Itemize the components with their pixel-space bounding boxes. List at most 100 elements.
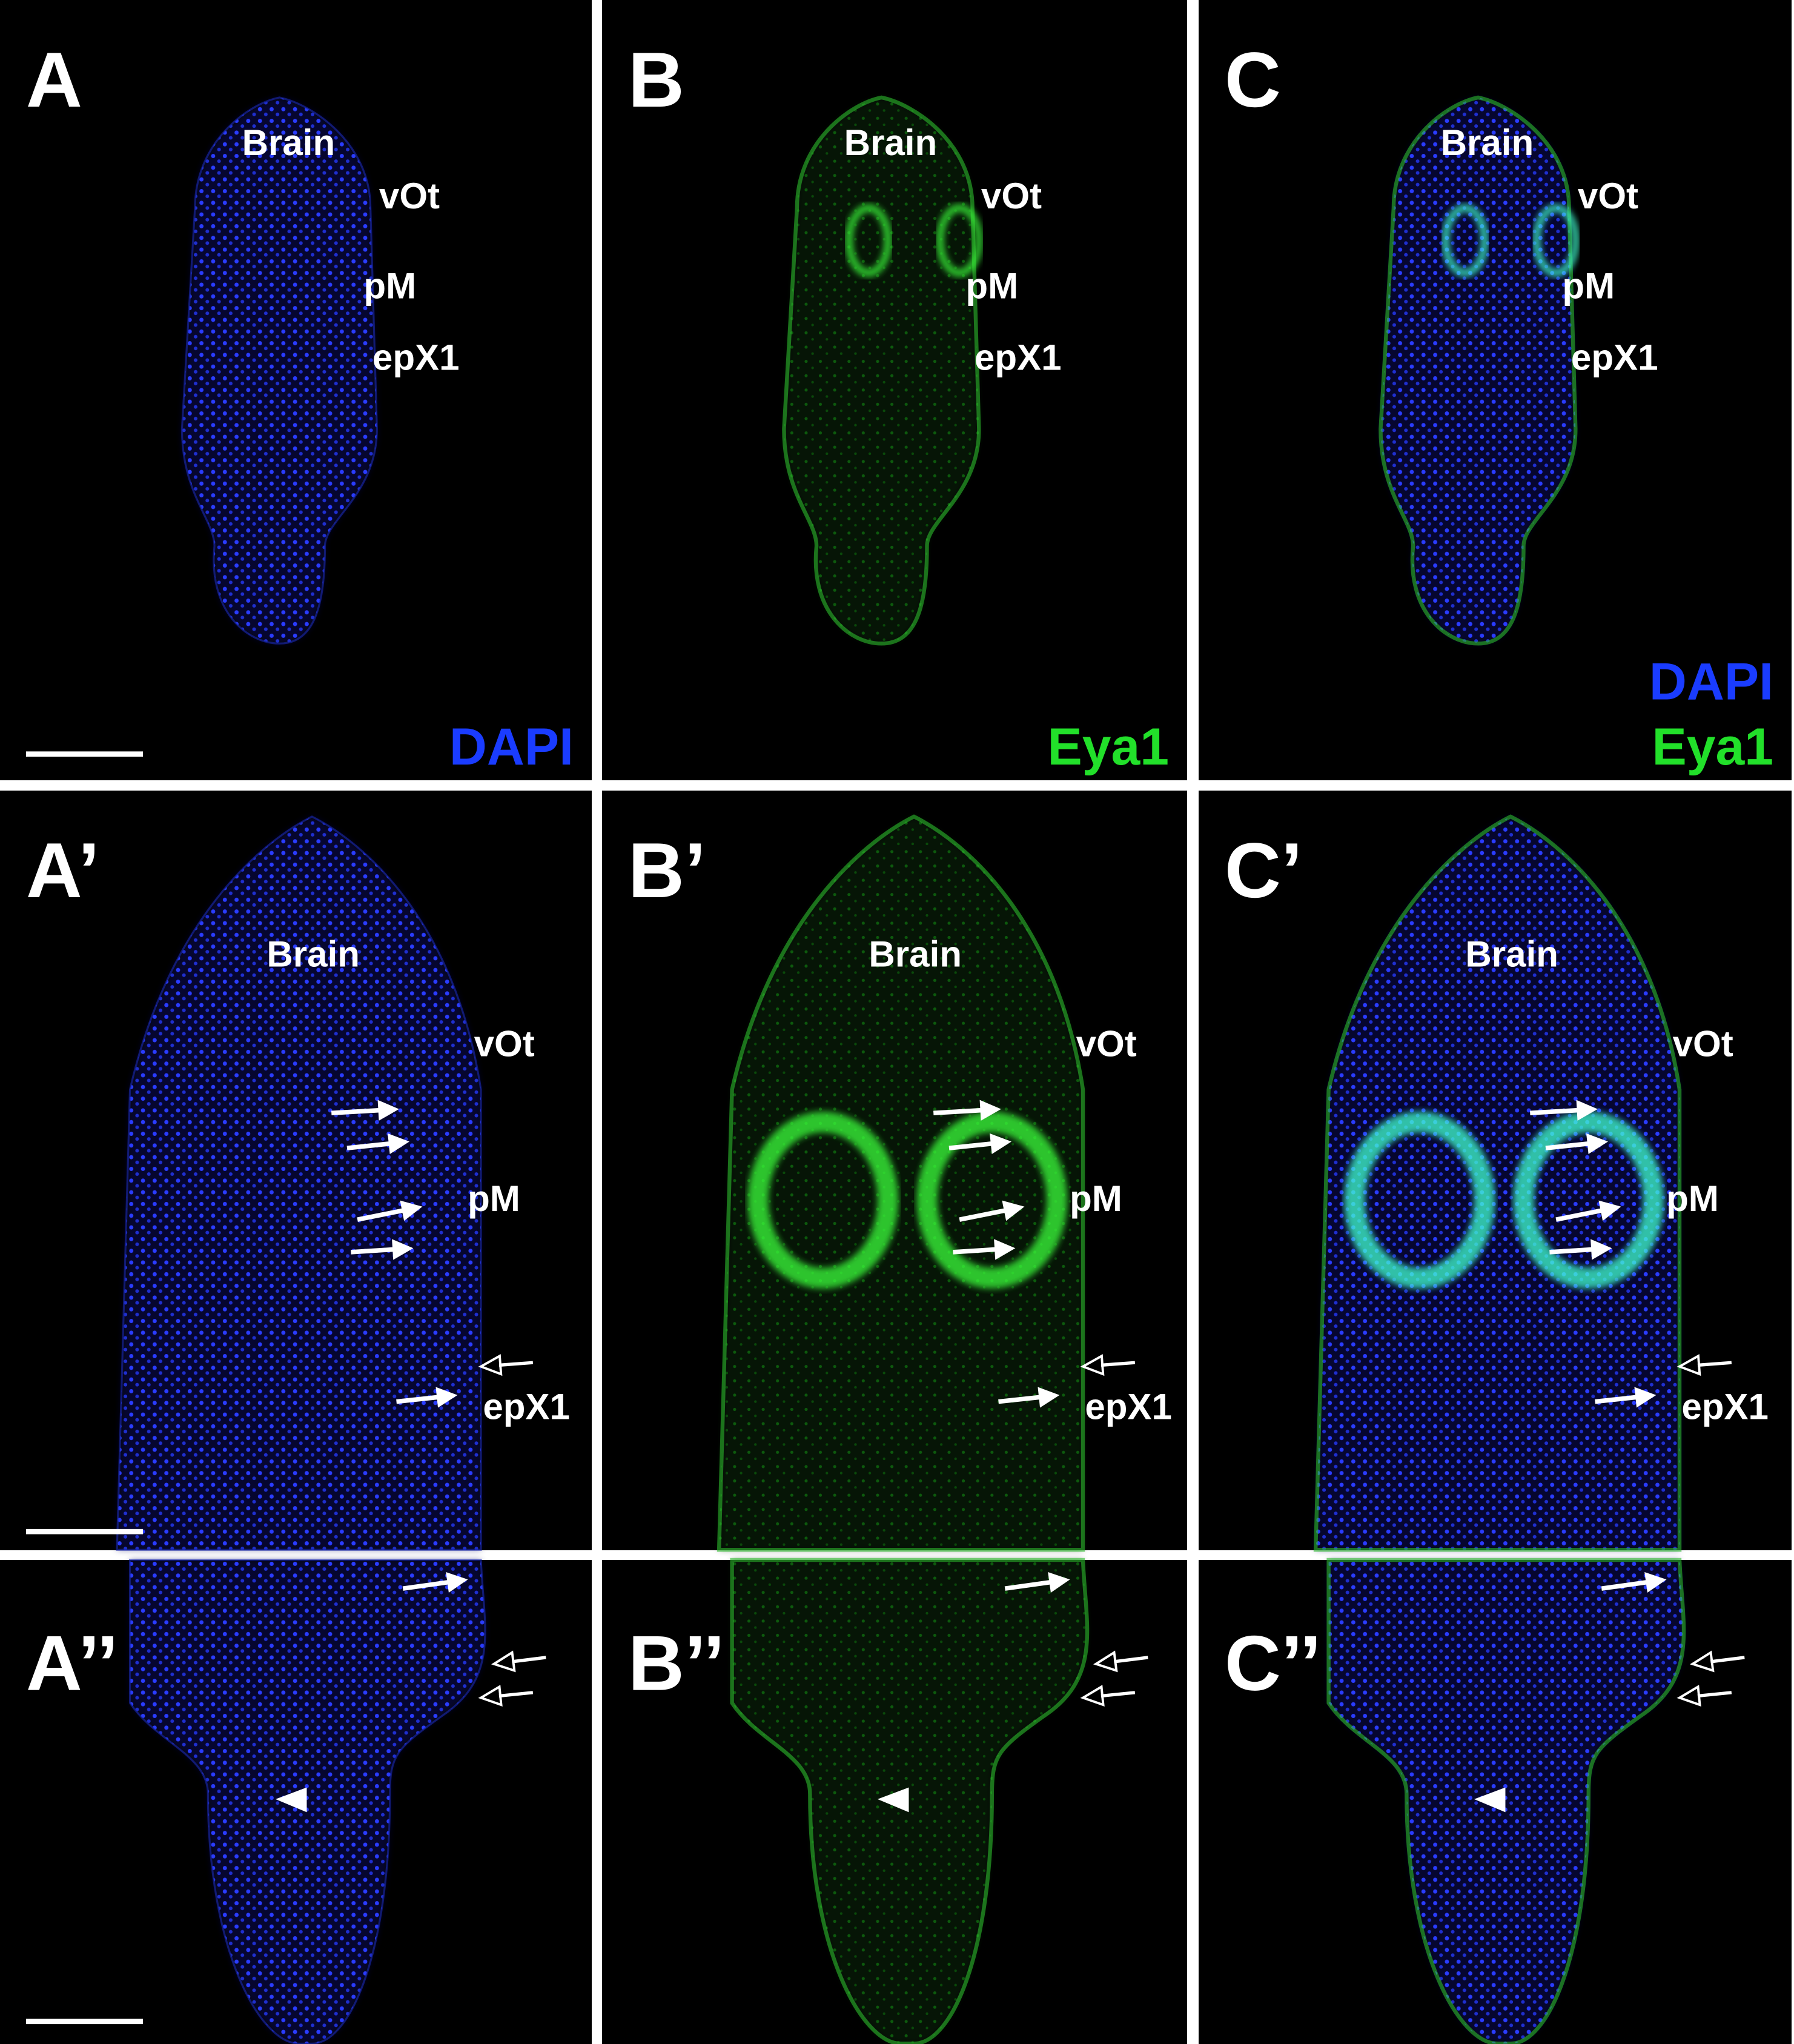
open-arrow (1101, 1691, 1136, 1698)
open-arrow-head (478, 1685, 503, 1707)
arrow-head (994, 1239, 1016, 1260)
arrow (998, 1394, 1047, 1404)
structure-label: Brain (242, 122, 336, 163)
tissue (717, 814, 1085, 1552)
otic-vesicle (1513, 1112, 1664, 1289)
panel-label: A’’ (26, 1620, 119, 1707)
arrow-head (1598, 1200, 1621, 1221)
open-arrow-head (478, 1354, 503, 1376)
panel-label: B’ (628, 827, 706, 914)
open-arrow-head (1080, 1685, 1105, 1707)
open-arrow (1710, 1656, 1745, 1664)
structure-label: vOt (1076, 1024, 1137, 1064)
panel: B Brain vOt pM epX1 Eya1 (628, 36, 1169, 776)
panel-label: B (628, 36, 684, 124)
panel-content (717, 814, 1085, 1552)
arrowhead-marker (1474, 1787, 1506, 1813)
structure-label: Brain (266, 934, 360, 975)
arrow-head (1590, 1239, 1612, 1260)
arrow (933, 1107, 988, 1115)
open-arrow (1697, 1691, 1732, 1698)
panel-content (180, 96, 378, 645)
otic-vesicle (1441, 204, 1489, 277)
panel-label: A’ (26, 827, 100, 914)
open-arrow-head (1676, 1685, 1701, 1707)
arrow (1555, 1207, 1609, 1222)
panel-label: C (1225, 36, 1281, 124)
structure-label: pM (1666, 1178, 1719, 1219)
open-arrow-head (491, 1650, 516, 1673)
arrow (1004, 1579, 1058, 1591)
structure-label: pM (1562, 265, 1615, 306)
structure-label: vOt (981, 176, 1042, 216)
panel-content (730, 1558, 1090, 2044)
panel-content (1379, 95, 1580, 646)
tissue (782, 95, 981, 646)
tissue (1379, 95, 1578, 646)
panel-content (1313, 814, 1682, 1552)
arrow-head (435, 1387, 458, 1408)
arrow-head (388, 1133, 409, 1155)
otic-vesicle (1344, 1112, 1495, 1289)
panel-content (782, 95, 983, 646)
panel-label: C’ (1225, 827, 1303, 914)
panel: B’ Brain vOt pM epX1 (628, 814, 1172, 1552)
arrow (357, 1207, 411, 1222)
structure-label: pM (965, 265, 1018, 306)
panel: A Brain vOt pM epX1 DAPI (25, 36, 574, 776)
panel-label: A (26, 36, 82, 124)
arrow (948, 1140, 999, 1150)
structure-label: epX1 (1681, 1386, 1769, 1427)
panel: B’’ (628, 1558, 1148, 2044)
arrow-head (400, 1200, 423, 1221)
arrow-head (1586, 1133, 1608, 1155)
arrow (402, 1579, 455, 1591)
structure-label: epX1 (975, 337, 1062, 377)
arrow-head (1048, 1571, 1070, 1593)
structure-label: epX1 (1571, 337, 1658, 377)
open-arrow-head (1093, 1650, 1118, 1673)
arrow-head (1634, 1387, 1657, 1408)
open-arrow (511, 1656, 546, 1664)
arrow (346, 1140, 397, 1150)
arrow-head (377, 1100, 399, 1121)
structure-label: vOt (474, 1024, 535, 1064)
arrowhead-marker (877, 1787, 909, 1813)
tissue (116, 815, 482, 1551)
panel-content (116, 815, 482, 1551)
panel-content (1326, 1558, 1686, 2044)
structure-label: Brain (844, 122, 938, 163)
structure-label: vOt (379, 176, 440, 216)
panel: A’’ (25, 1559, 546, 2044)
arrow (396, 1394, 445, 1404)
otic-vesicle (916, 1112, 1068, 1289)
open-arrow-head (1676, 1354, 1701, 1376)
arrow-head (392, 1239, 414, 1260)
open-arrow (498, 1361, 534, 1367)
arrow (1595, 1394, 1644, 1404)
arrow-head (1002, 1200, 1025, 1221)
arrowhead-marker (275, 1787, 307, 1813)
arrow-head (1576, 1100, 1598, 1121)
arrow (959, 1207, 1013, 1222)
panel: C’ Brain vOt pM epX1 (1225, 814, 1769, 1552)
panel: C’’ (1225, 1558, 1745, 2044)
channel-label: DAPI (449, 718, 574, 776)
arrow-head (1644, 1571, 1667, 1593)
structure-label: vOt (1673, 1024, 1733, 1064)
open-arrow (1101, 1361, 1136, 1367)
structure-label: pM (1070, 1178, 1122, 1219)
structure-label: Brain (869, 934, 962, 975)
tissue (128, 1559, 486, 2044)
structure-label: vOt (1578, 176, 1638, 216)
otic-vesicle (1532, 204, 1580, 277)
arrow (953, 1246, 1003, 1255)
panel-label: B’’ (628, 1620, 725, 1707)
tissue (1313, 814, 1682, 1552)
arrow (1601, 1579, 1654, 1591)
arrow (1549, 1246, 1600, 1255)
arrow-head (979, 1100, 1001, 1121)
tissue (1326, 1558, 1686, 2044)
structure-label: pM (468, 1178, 520, 1219)
